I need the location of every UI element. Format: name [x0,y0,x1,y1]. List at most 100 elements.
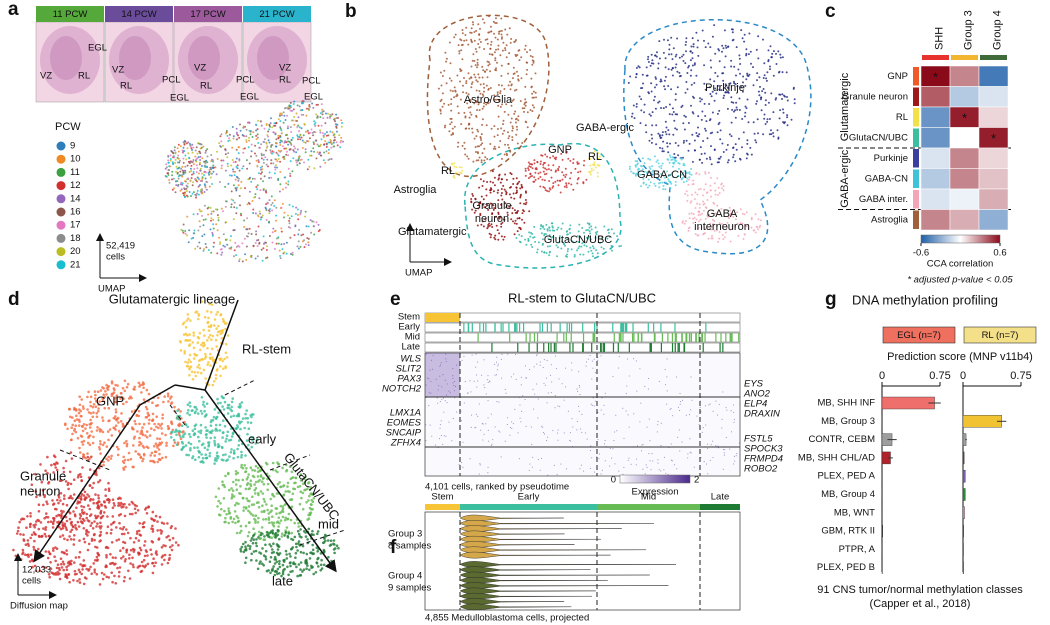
cell-dot [481,133,483,135]
cell-dot [481,161,483,163]
cell-dot [218,219,220,221]
cell-dot [86,408,89,411]
cell-dot [441,99,443,101]
decor-shape [619,333,620,342]
cell-dot [313,167,315,169]
cell-dot [199,210,201,212]
cell-dot [278,538,281,541]
cell-dot [330,560,333,563]
cell-dot [303,134,305,136]
cell-dot [515,122,517,124]
cell-dot [743,238,745,240]
cell-dot [248,232,250,234]
cell-dot [208,336,211,339]
cell-dot [232,481,235,484]
cell-dot [73,478,76,481]
cell-dot [662,163,664,165]
cell-dot [240,550,243,553]
cell-dot [299,162,301,164]
cell-dot [675,54,677,56]
cell-dot [516,212,518,214]
cell-dot [487,43,489,45]
cell-dot [508,63,510,65]
cell-dot [99,452,102,455]
cell-dot [71,433,74,436]
cell-dot [78,578,81,581]
cell-dot [721,187,723,189]
cell-dot [250,416,253,419]
cell-dot [304,216,306,218]
cell-dot [275,220,277,222]
cell-dot [300,234,302,236]
cell-dot [253,550,256,553]
cell-dot [791,119,793,121]
cell-dot [298,229,300,231]
cell-dot [208,384,211,387]
cell-dot [69,471,72,474]
cell-dot [223,233,225,235]
cell-dot [232,126,234,128]
cell-dot [705,46,707,48]
cell-dot [29,523,32,526]
cell-dot [243,506,246,509]
cell-dot [305,535,308,538]
cell-dot [73,538,76,541]
cell-dot [449,123,451,125]
cell-dot [64,523,67,526]
cell-dot [648,92,650,94]
cell-dot [300,561,303,564]
cell-dot [464,148,466,150]
cell-dot [227,165,229,167]
cell-dot [510,42,512,44]
cell-dot [506,154,508,156]
cell-dot [773,135,775,137]
cell-dot [504,29,506,31]
cell-dot [167,159,169,161]
cell-dot [661,148,663,150]
cell-dot [232,489,235,492]
cell-dot [214,444,217,447]
cell-dot [311,530,314,533]
cell-dot [210,311,213,314]
cell-dot [134,450,137,453]
cell-dot [98,554,101,557]
cell-dot [533,181,535,183]
cell-dot [702,30,704,32]
cell-dot [693,43,695,45]
cell-dot [80,573,83,576]
cell-dot [212,335,215,338]
decor-shape [641,333,642,342]
cell-dot [156,520,159,523]
cell-dot [230,206,232,208]
cell-dot [766,71,768,73]
cell-dot [219,424,222,427]
cell-dot [707,191,709,193]
cell-dot [764,114,766,116]
cell-dot [192,184,194,186]
cell-dot [107,388,110,391]
cell-dot [669,143,671,145]
cell-dot [287,127,289,129]
cell-dot [727,144,729,146]
cell-dot [712,112,714,114]
cell-dot [481,66,483,68]
cell-dot [275,535,278,538]
cell-dot [86,513,89,516]
cell-dot [306,553,309,556]
cell-dot [645,184,647,186]
cell-dot [308,517,311,520]
cell-dot [283,243,285,245]
cell-dot [507,114,509,116]
cell-dot [239,422,242,425]
cell-dot [282,203,284,205]
cell-dot [249,163,251,165]
cell-dot [148,393,151,396]
cell-dot [252,527,255,530]
cell-dot [713,24,715,26]
cell-dot [491,41,493,43]
cell-dot [172,152,174,154]
cell-dot [671,53,673,55]
cell-dot [244,541,247,544]
cell-dot [455,34,457,36]
cell-dot [233,138,235,140]
